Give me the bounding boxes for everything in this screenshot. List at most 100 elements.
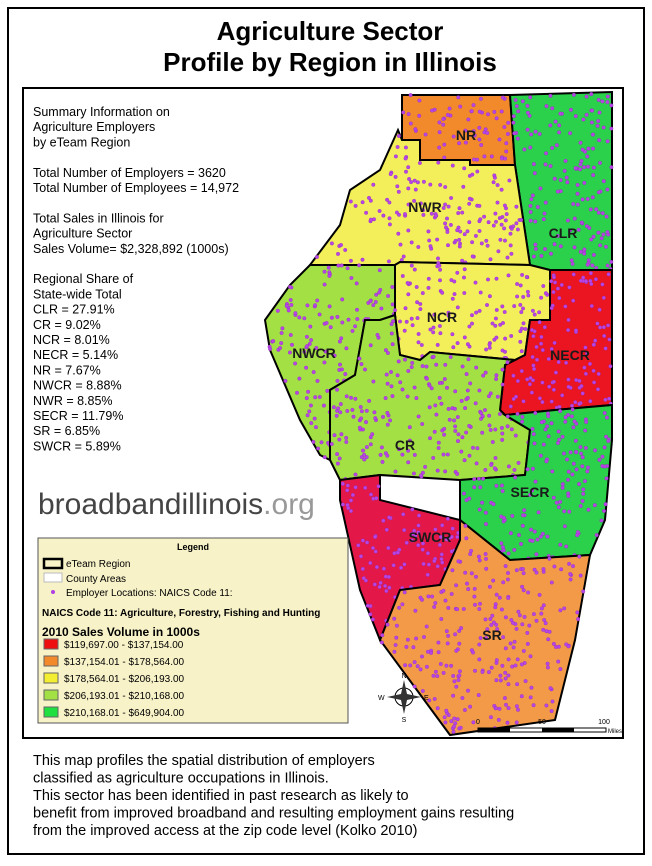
legend-dot (51, 590, 55, 594)
employer-dot (504, 212, 509, 217)
employer-dot (443, 185, 448, 189)
employer-dot (449, 196, 454, 200)
employer-dot (566, 328, 571, 333)
employer-dot (457, 237, 462, 242)
employer-dot (571, 564, 575, 569)
employer-dot (513, 663, 518, 668)
employer-dot (368, 299, 373, 304)
employer-dot (583, 345, 588, 350)
employer-dot (442, 142, 447, 147)
employer-dot (315, 378, 320, 383)
employer-dot (574, 467, 579, 472)
employer-dot (532, 441, 537, 446)
employer-dot (420, 654, 424, 659)
employer-dot (355, 307, 359, 312)
employer-dot (406, 202, 411, 207)
summary-line: NR = 7.67% (33, 363, 101, 377)
employer-dot (470, 240, 475, 245)
region-label: NECR (550, 347, 590, 363)
employer-dot (305, 344, 310, 348)
employer-dot (491, 223, 496, 228)
employer-dot (565, 457, 569, 462)
employer-dot (378, 452, 383, 457)
employer-dot (494, 483, 499, 488)
employer-dot (579, 159, 584, 164)
employer-dot (457, 669, 462, 674)
employer-dot (528, 695, 533, 700)
employer-dot (553, 370, 558, 375)
employer-dot (509, 226, 514, 231)
legend-label: $210,168.01 - $649,904.00 (64, 708, 185, 719)
employer-dot (400, 452, 405, 457)
employer-dot (442, 155, 447, 160)
employer-dot (506, 464, 511, 469)
employer-dot (471, 720, 476, 725)
employer-dot (385, 410, 390, 415)
employer-dot (580, 455, 585, 460)
employer-dot (420, 422, 425, 426)
employer-dot (494, 373, 499, 378)
employer-dot (374, 292, 379, 297)
employer-dot (521, 588, 526, 593)
employer-dot (529, 132, 534, 137)
employer-dot (547, 384, 552, 389)
employer-dot (538, 534, 543, 539)
employer-dot (345, 409, 350, 413)
employer-dot (592, 380, 597, 385)
employer-dot (416, 340, 421, 345)
employer-dot (367, 195, 371, 200)
employer-dot (515, 657, 520, 662)
employer-dot (478, 290, 483, 295)
summary-line: SR = 6.85% (33, 424, 100, 438)
employer-dot (452, 292, 457, 297)
employer-dot (591, 342, 596, 347)
employer-dot (549, 580, 554, 585)
employer-dot (408, 93, 413, 98)
employer-dot (471, 650, 475, 655)
employer-dot (473, 602, 477, 607)
employer-dot (517, 613, 522, 618)
employer-dot (488, 428, 493, 432)
employer-dot (607, 396, 612, 401)
employer-dot (380, 459, 385, 464)
employer-dot (404, 540, 409, 545)
employer-dot (606, 323, 611, 328)
employer-dot (410, 360, 415, 365)
employer-dot (412, 385, 417, 390)
employer-dot (506, 657, 511, 662)
employer-dot (591, 252, 596, 257)
employer-dot (410, 538, 414, 543)
employer-dot (579, 384, 584, 389)
employer-dot (556, 360, 561, 365)
employer-dot (403, 212, 407, 217)
employer-dot (514, 394, 518, 399)
employer-dot (566, 377, 571, 382)
employer-dot (562, 168, 567, 173)
employer-dot (566, 494, 571, 498)
employer-dot (467, 324, 472, 329)
employer-dot (395, 373, 400, 378)
employer-dot (574, 450, 579, 455)
employer-dot (288, 298, 293, 302)
employer-dot (460, 364, 465, 369)
employer-dot (567, 561, 572, 566)
employer-dot (520, 622, 525, 627)
employer-dot (487, 413, 492, 418)
employer-dot (420, 291, 425, 296)
employer-dot (568, 577, 573, 582)
employer-dot (600, 454, 605, 459)
region-label: SR (482, 627, 501, 643)
employer-dot (514, 626, 519, 631)
employer-dot (598, 325, 603, 330)
employer-dot (502, 696, 507, 701)
employer-dot (393, 469, 398, 474)
employer-dot (549, 279, 554, 284)
employer-dot (432, 429, 437, 434)
employer-dot (449, 534, 454, 539)
employer-dot (418, 667, 423, 672)
employer-dot (462, 708, 467, 712)
employer-dot (438, 662, 443, 666)
employer-dot (484, 636, 489, 641)
employer-dot (374, 496, 379, 501)
employer-dot (484, 522, 488, 527)
